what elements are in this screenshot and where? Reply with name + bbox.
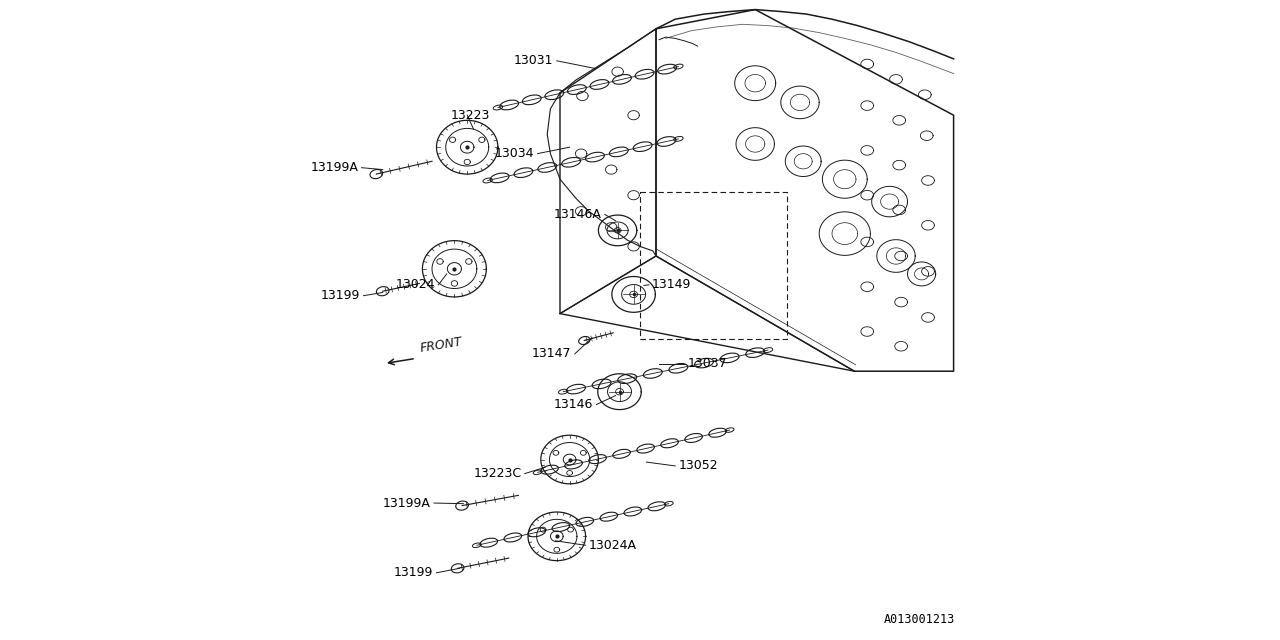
Text: 13146A: 13146A xyxy=(554,208,602,221)
Text: 13146: 13146 xyxy=(554,398,594,411)
Text: 13149: 13149 xyxy=(653,278,691,291)
Text: 13052: 13052 xyxy=(678,460,718,472)
Text: 13147: 13147 xyxy=(532,348,571,360)
Text: 13024: 13024 xyxy=(396,278,435,291)
Text: 13024A: 13024A xyxy=(589,539,637,552)
Text: 13199A: 13199A xyxy=(311,161,358,174)
Text: 13037: 13037 xyxy=(689,357,727,370)
Text: 13223: 13223 xyxy=(451,109,490,122)
Text: A013001213: A013001213 xyxy=(883,613,955,626)
Text: FRONT: FRONT xyxy=(420,335,463,355)
Text: 13199A: 13199A xyxy=(383,497,430,509)
Text: 13223C: 13223C xyxy=(474,467,522,480)
Text: 13034: 13034 xyxy=(495,147,535,160)
Text: 13199: 13199 xyxy=(321,289,361,302)
Text: 13031: 13031 xyxy=(515,54,554,67)
Text: 13199: 13199 xyxy=(394,566,433,579)
